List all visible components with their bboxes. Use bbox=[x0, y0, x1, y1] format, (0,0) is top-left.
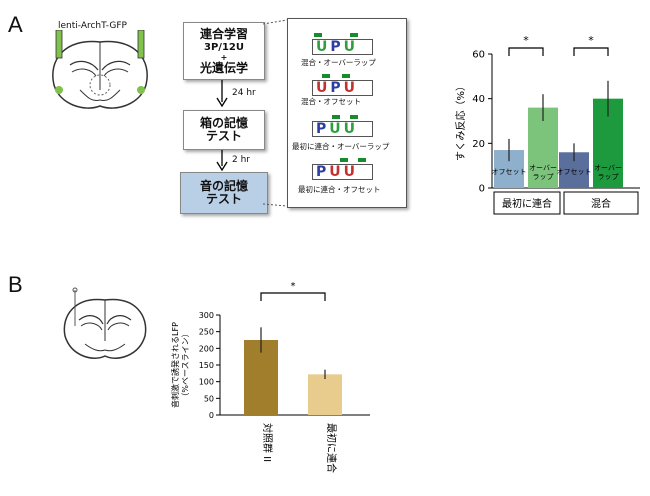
seq-letter: U bbox=[316, 39, 331, 55]
significance-bracket bbox=[508, 47, 544, 56]
bar-category-label: オーバー bbox=[594, 164, 622, 172]
significance-bracket bbox=[573, 47, 609, 56]
significance-star: * bbox=[588, 34, 594, 47]
seq-letter: P bbox=[316, 121, 330, 137]
flow-box-context-test: 箱の記憶 テスト bbox=[183, 110, 265, 150]
sequence-2-label: 混合・オフセット bbox=[301, 97, 361, 106]
flow-box1-line4: 光遺伝学 bbox=[199, 60, 248, 75]
bar bbox=[308, 374, 342, 415]
flow-box1-line3: + bbox=[220, 52, 228, 62]
y-tick-label: 150 bbox=[199, 361, 214, 370]
light-marker bbox=[322, 74, 350, 78]
x-tick-label: 対照群 II bbox=[261, 423, 274, 462]
zoom-connector bbox=[263, 19, 288, 207]
flow-box1-line1: 連合学習 bbox=[199, 26, 248, 41]
group-label: 混合 bbox=[591, 197, 611, 210]
seq-letter: U bbox=[316, 80, 331, 96]
light-marker bbox=[314, 33, 358, 37]
seq-letter: P bbox=[330, 80, 344, 96]
y-tick-label: 200 bbox=[199, 344, 214, 353]
seq-letter: P bbox=[316, 164, 330, 180]
virus-label: lenti-ArchT-GFP bbox=[58, 21, 127, 31]
bar-category-label: ラップ bbox=[598, 173, 619, 181]
y-tick-label: 0 bbox=[209, 411, 214, 420]
light-marker bbox=[332, 115, 358, 119]
arrow-down-icon bbox=[216, 80, 228, 108]
bar-category-label: オーバー bbox=[529, 164, 557, 172]
seq-letter: U bbox=[343, 39, 359, 55]
arrow1-label: 24 hr bbox=[232, 88, 256, 98]
group-box bbox=[563, 191, 639, 215]
y-tick-label: 100 bbox=[199, 378, 214, 387]
arrow-down-icon bbox=[216, 150, 228, 172]
seq-letter: U bbox=[343, 164, 359, 180]
y-tick-label: 250 bbox=[199, 328, 214, 337]
flow-box-tone-test: 音の記憶 テスト bbox=[180, 172, 268, 214]
sequence-4-label: 最初に連合・オフセット bbox=[298, 185, 381, 194]
brain-illustration-a bbox=[52, 30, 148, 109]
y-axis-label-unit: （%ベースライン） bbox=[181, 329, 190, 400]
lfp-chart: 0 50 100 150 200 250 300 音刺激で誘発されるLFP （%ベースライン） 対… bbox=[170, 281, 370, 473]
y-tick-label: 20 bbox=[472, 139, 485, 150]
sequence-3-label: 最初に連合・オーバーラップ bbox=[292, 142, 390, 151]
light-marker bbox=[340, 158, 366, 162]
seq-letter: U bbox=[343, 80, 359, 96]
flow-box1-line2: 3P/12U bbox=[204, 41, 244, 53]
arrow2-label: 2 hr bbox=[232, 155, 250, 165]
panel-a-letter: A bbox=[8, 12, 23, 37]
x-tick-label: 最初に連合 bbox=[325, 423, 338, 473]
significance-star: * bbox=[291, 281, 296, 292]
y-axis-label: 音刺激で誘発されるLFP bbox=[170, 322, 180, 408]
sequence-panel bbox=[287, 18, 407, 208]
bar-category-label: オフセット bbox=[557, 168, 592, 176]
significance-star: * bbox=[523, 34, 529, 47]
seq-letter: U bbox=[329, 121, 344, 137]
group-box bbox=[493, 191, 561, 215]
panel-b-letter: B bbox=[8, 272, 23, 297]
brain-illustration-b bbox=[63, 287, 147, 359]
seq-letter: U bbox=[343, 121, 359, 137]
significance-bracket bbox=[260, 292, 326, 301]
seq-letter: U bbox=[329, 164, 344, 180]
flow-box2-line2: テスト bbox=[205, 129, 242, 143]
y-axis-label: すくみ反応（%） bbox=[454, 81, 467, 161]
y-tick-label: 0 bbox=[479, 184, 485, 195]
bar-category-label: ラップ bbox=[533, 173, 554, 181]
flow-box3-line2: テスト bbox=[205, 192, 242, 206]
seq-letter: P bbox=[330, 39, 344, 55]
sequence-1-label: 混合・オーバーラップ bbox=[301, 58, 376, 67]
y-tick-label: 50 bbox=[204, 394, 214, 403]
bar-category-label: オフセット bbox=[492, 168, 527, 176]
y-tick-label: 300 bbox=[199, 311, 214, 320]
y-tick-label: 40 bbox=[472, 94, 485, 105]
flow-box-training: 連合学習 3P/12U + 光遺伝学 bbox=[183, 22, 265, 80]
y-tick-label: 60 bbox=[472, 50, 485, 61]
group-label: 最初に連合 bbox=[502, 197, 552, 210]
flow-box3-line1: 音の記憶 bbox=[199, 179, 248, 193]
flow-box2-line1: 箱の記憶 bbox=[199, 116, 248, 130]
